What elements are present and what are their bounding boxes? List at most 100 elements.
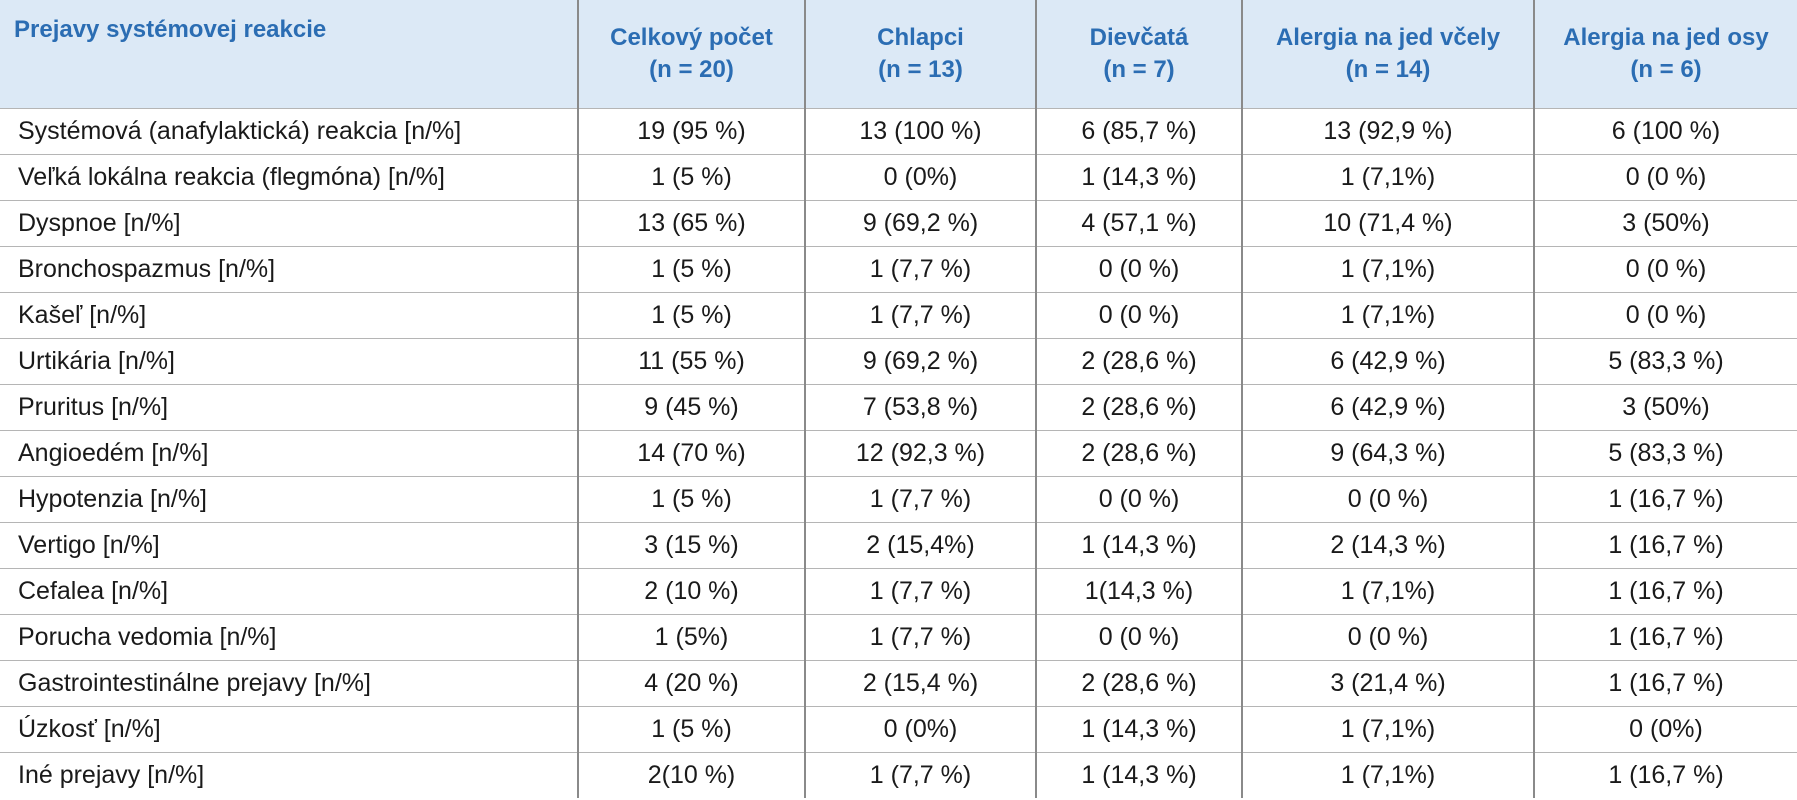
table-row: Bronchospazmus [n/%] 1 (5 %) 1 (7,7 %) 0 (0… — [0, 246, 1797, 292]
table-row: Kašeľ [n/%] 1 (5 %) 1 (7,7 %) 0 (0 %) 1 (7,1… — [0, 292, 1797, 338]
table-row: Pruritus [n/%] 9 (45 %) 7 (53,8 %) 2 (28,6 … — [0, 384, 1797, 430]
table-cell: 2 (14,3 %) — [1242, 522, 1535, 568]
table-cell: 1 (16,7 %) — [1608, 668, 1724, 697]
header-cell: Alergia na jed včely (n = 14) — [1242, 0, 1535, 108]
header-row: Prejavy systémovej reakcie Celkový počet (… — [0, 0, 1797, 108]
table-cell: 0 (0 %) — [1242, 476, 1535, 522]
header-cell: Chlapci (n = 13) — [805, 0, 1037, 108]
table-cell: 1 (7,7 %) — [805, 246, 1037, 292]
row-label: Hypotenzia [n/%] — [0, 476, 579, 522]
table-cell: 6 (85,7 %) — [1036, 108, 1243, 154]
table-row: Systémová (anafylaktická) reakcia [n/%] 1… — [0, 108, 1797, 154]
header-text: Chlapci — [877, 23, 964, 51]
row-label: Pruritus [n/%] — [0, 384, 579, 430]
table-row: Urtikária [n/%] 11 (55 %) 9 (69,2 %) 2 (28,… — [0, 338, 1797, 384]
table-cell: 7 (53,8 %) — [805, 384, 1037, 430]
table-cell: 1 (14,3 %) — [1036, 752, 1243, 798]
table-cell: 4 (57,1 %) — [1036, 200, 1243, 246]
table-cell: 19 (95 %) — [578, 108, 806, 154]
table-cell: 1 (7,1%) — [1242, 706, 1535, 752]
table-cell: 1 (7,7 %) — [805, 614, 1037, 660]
header-text: Celkový počet — [610, 23, 773, 51]
table-cell: 2 (28,6 %) — [1036, 660, 1243, 706]
table-cell: 9 (45 %) — [578, 384, 806, 430]
table-cell: 2 (15,4%) — [805, 522, 1037, 568]
table-cell: 1 (14,3 %) — [1036, 522, 1243, 568]
table-row: Vertigo [n/%] 3 (15 %) 2 (15,4%) 1 (14,3 %)… — [0, 522, 1797, 568]
table-cell: 2 (10 %) — [578, 568, 806, 614]
table-cell: 1 (7,1%) — [1242, 154, 1535, 200]
table-cell: 12 (92,3 %) — [805, 430, 1037, 476]
table-cell: 9 (64,3 %) — [1242, 430, 1535, 476]
table-cell: 2 (28,6 %) — [1036, 384, 1243, 430]
row-label: Bronchospazmus [n/%] — [0, 246, 579, 292]
table-cell: 1 (16,7 %) — [1608, 622, 1724, 651]
header-text: (n = 20) — [649, 55, 734, 83]
table-cell: 1 (5 %) — [578, 154, 806, 200]
table-body: Systémová (anafylaktická) reakcia [n/%] 1… — [0, 108, 1797, 798]
row-label: Urtikária [n/%] — [0, 338, 579, 384]
table-row: Veľká lokálna reakcia (flegmóna) [n/%] 1 … — [0, 154, 1797, 200]
table-cell: 2 (15,4 %) — [805, 660, 1037, 706]
table-cell: 1 (7,7 %) — [805, 568, 1037, 614]
table-cell: 1 (5 %) — [578, 476, 806, 522]
table-cell: 3 (50%) — [1622, 208, 1710, 237]
table-cell: 0 (0 %) — [1036, 476, 1243, 522]
row-label: Systémová (anafylaktická) reakcia [n/%] — [0, 108, 579, 154]
table-row: Hypotenzia [n/%] 1 (5 %) 1 (7,7 %) 0 (0 %) 0… — [0, 476, 1797, 522]
header-text: Alergia na jed osy — [1563, 23, 1769, 51]
table-cell: 0 (0%) — [1629, 714, 1703, 743]
table-cell: 4 (20 %) — [578, 660, 806, 706]
header-cell: Dievčatá (n = 7) — [1036, 0, 1243, 108]
table-cell: 10 (71,4 %) — [1242, 200, 1535, 246]
table-cell: 1 (7,1%) — [1242, 292, 1535, 338]
table-row: Iné prejavy [n/%] 2(10 %) 1 (7,7 %) 1 (14,3… — [0, 752, 1797, 798]
table-cell: 1 (14,3 %) — [1036, 706, 1243, 752]
table-cell: 0 (0 %) — [1036, 246, 1243, 292]
table-cell: 1 (7,1%) — [1242, 246, 1535, 292]
table-cell: 1 (7,7 %) — [805, 752, 1037, 798]
header-text: (n = 7) — [1103, 55, 1175, 83]
table-cell: 1 (5 %) — [578, 292, 806, 338]
table-cell: 0 (0 %) — [1625, 162, 1707, 191]
table-cell: 9 (69,2 %) — [805, 338, 1037, 384]
table-cell: 1 (14,3 %) — [1036, 154, 1243, 200]
table-cell: 1 (7,7 %) — [805, 292, 1037, 338]
table-cell: 5 (83,3 %) — [1608, 438, 1724, 467]
header-text: (n = 6) — [1630, 55, 1702, 83]
table-cell: 13 (92,9 %) — [1242, 108, 1535, 154]
table-row: Gastrointestinálne prejavy [n/%] 4 (20 %)… — [0, 660, 1797, 706]
table-row: Dyspnoe [n/%] 13 (65 %) 9 (69,2 %) 4 (57,1 … — [0, 200, 1797, 246]
table-row: Porucha vedomia [n/%] 1 (5%) 1 (7,7 %) 0 (0… — [0, 614, 1797, 660]
table-cell: 1(14,3 %) — [1036, 568, 1243, 614]
table-cell: 0 (0%) — [805, 706, 1037, 752]
row-label: Porucha vedomia [n/%] — [0, 614, 579, 660]
table-cell: 6 (100 %) — [1611, 116, 1721, 145]
table-cell: 1 (16,7 %) — [1608, 530, 1724, 559]
table-row: Angioedém [n/%] 14 (70 %) 12 (92,3 %) 2 (28… — [0, 430, 1797, 476]
table-cell: 2 (28,6 %) — [1036, 338, 1243, 384]
header-cell: Prejavy systémovej reakcie — [0, 0, 579, 108]
header-text: (n = 13) — [878, 55, 963, 83]
header-cell: Celkový počet (n = 20) — [578, 0, 806, 108]
table-cell: 2(10 %) — [578, 752, 806, 798]
table-cell: 3 (21,4 %) — [1242, 660, 1535, 706]
header-text: Prejavy systémovej reakcie — [14, 16, 327, 43]
row-label: Kašeľ [n/%] — [0, 292, 579, 338]
table-cell: 11 (55 %) — [578, 338, 806, 384]
header-text: Alergia na jed včely — [1275, 23, 1501, 51]
header-text: Dievčatá — [1089, 23, 1189, 51]
table-cell: 3 (15 %) — [578, 522, 806, 568]
row-label: Dyspnoe [n/%] — [0, 200, 579, 246]
table-row: Cefalea [n/%] 2 (10 %) 1 (7,7 %) 1(14,3 %) 1… — [0, 568, 1797, 614]
table-cell: 1 (5%) — [578, 614, 806, 660]
header-cell: Alergia na jed osy (n = 6) — [1534, 0, 1797, 108]
table-cell: 1 (7,7 %) — [805, 476, 1037, 522]
table-cell: 6 (42,9 %) — [1242, 384, 1535, 430]
table-cell: 1 (5 %) — [578, 706, 806, 752]
row-label: Vertigo [n/%] — [0, 522, 579, 568]
row-label: Veľká lokálna reakcia (flegmóna) [n/%] — [0, 154, 579, 200]
table-cell: 0 (0 %) — [1242, 614, 1535, 660]
